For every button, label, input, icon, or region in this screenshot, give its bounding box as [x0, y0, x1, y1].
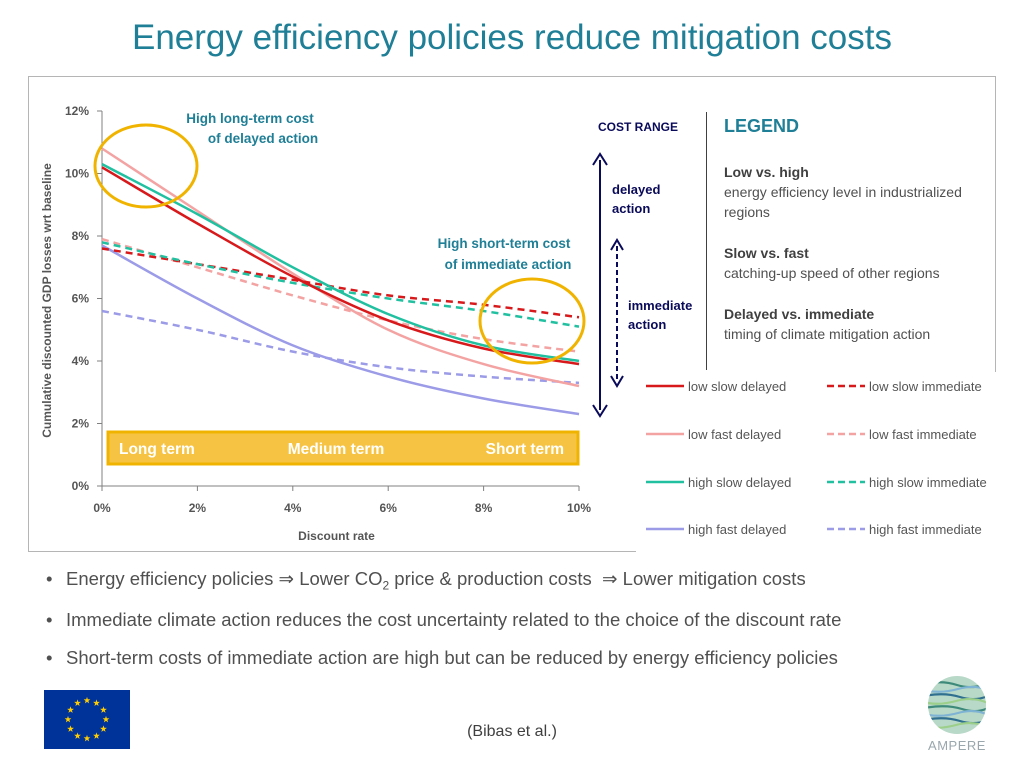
short-term-cost-annotation-line2: of immediate action [445, 257, 572, 272]
series-line-high-fast-immediate [101, 309, 580, 385]
y-tick-label: 2% [72, 417, 90, 431]
legend-block-efficiency: Low vs. high energy efficiency level in … [724, 164, 962, 220]
x-tick-label: 2% [189, 501, 207, 515]
y-tick-label: 10% [65, 167, 89, 181]
x-axis-title: Discount rate [298, 529, 375, 543]
bullet-3: Short-term costs of immediate action are… [44, 647, 1014, 669]
y-tick-label: 12% [65, 104, 89, 118]
ampere-globe-icon [928, 676, 986, 734]
delayed-action-label: delayed action [612, 182, 661, 216]
short-term-cost-annotation-line1: High short-term cost [438, 236, 571, 251]
eu-star [74, 699, 81, 706]
legend-block-timing: Delayed vs. immediate timing of climate … [724, 306, 931, 342]
series-line-low-fast-immediate [101, 237, 580, 353]
legend-label-high-fast-immediate: high fast immediate [869, 522, 982, 537]
y-tick-label: 4% [72, 354, 90, 368]
ampere-logo-text: AMPERE [928, 738, 986, 753]
y-tick-label: 6% [72, 292, 90, 306]
series-line-high-slow-delayed [101, 162, 580, 363]
eu-star [83, 696, 91, 704]
y-tick-label: 8% [72, 229, 90, 243]
y-tick-label: 0% [72, 479, 90, 493]
chart-frame [28, 76, 996, 552]
long-term-cost-annotation-line1: High long-term cost [186, 111, 314, 126]
immediate-action-label: immediate action [628, 298, 693, 332]
citation: (Bibas et al.) [467, 723, 557, 740]
eu-star [100, 706, 107, 713]
long-term-cost-annotation-line2: of delayed action [208, 131, 318, 146]
eu-star [74, 732, 81, 739]
term-bar-medium: Medium term [288, 441, 384, 458]
term-bar [106, 430, 580, 466]
legend-block-catching-up: Slow vs. fast catching-up speed of other… [724, 245, 940, 281]
legend-label-low-slow-delayed: low slow delayed [688, 379, 786, 394]
x-tick-label: 8% [475, 501, 493, 515]
legend-panel [706, 112, 987, 370]
long-term-highlight-circle [93, 123, 199, 209]
legend-label-low-slow-immediate: low slow immediate [869, 379, 982, 394]
slide-title: Energy efficiency policies reduce mitiga… [131, 18, 892, 57]
legend-label-high-fast-delayed: high fast delayed [688, 522, 786, 537]
legend-label-high-slow-immediate: high slow immediate [869, 475, 987, 490]
eu-star [67, 706, 74, 713]
eu-star [64, 715, 72, 723]
eu-star [67, 725, 74, 732]
x-tick-label: 4% [284, 501, 302, 515]
delayed-arrow-head-bottom [592, 404, 608, 418]
eu-star [93, 732, 100, 739]
eu-flag-icon [44, 690, 130, 749]
immediate-arrow-head-top [610, 238, 624, 251]
delayed-arrow-head-top [592, 152, 608, 166]
eu-star [102, 715, 110, 723]
x-tick-label: 6% [380, 501, 398, 515]
legend-label-low-fast-immediate: low fast immediate [869, 427, 977, 442]
bullet-1: Energy efficiency policies ⇒ Lower CO2 p… [44, 568, 1014, 593]
cost-range-label: COST RANGE [598, 120, 679, 134]
bullet-list: Energy efficiency policies ⇒ Lower CO2 p… [44, 568, 1014, 685]
series-line-low-slow-delayed [101, 166, 580, 366]
eu-star [100, 725, 107, 732]
x-tick-label: 10% [567, 501, 591, 515]
eu-star [83, 734, 91, 742]
term-bar-short: Short term [486, 441, 564, 458]
legend-label-high-slow-delayed: high slow delayed [688, 475, 791, 490]
series-line-low-fast-delayed [101, 147, 580, 388]
eu-star [93, 699, 100, 706]
legend-label-low-fast-delayed: low fast delayed [688, 427, 781, 442]
short-term-highlight-circle [478, 277, 586, 365]
legend-title: LEGEND [724, 116, 800, 136]
immediate-arrow-head-bottom [610, 375, 624, 388]
bullet-2: Immediate climate action reduces the cos… [44, 609, 1014, 631]
x-tick-label: 0% [93, 501, 111, 515]
term-bar-long: Long term [119, 441, 195, 458]
y-axis-title: Cumulative discounted GDP losses wrt bas… [40, 163, 54, 438]
